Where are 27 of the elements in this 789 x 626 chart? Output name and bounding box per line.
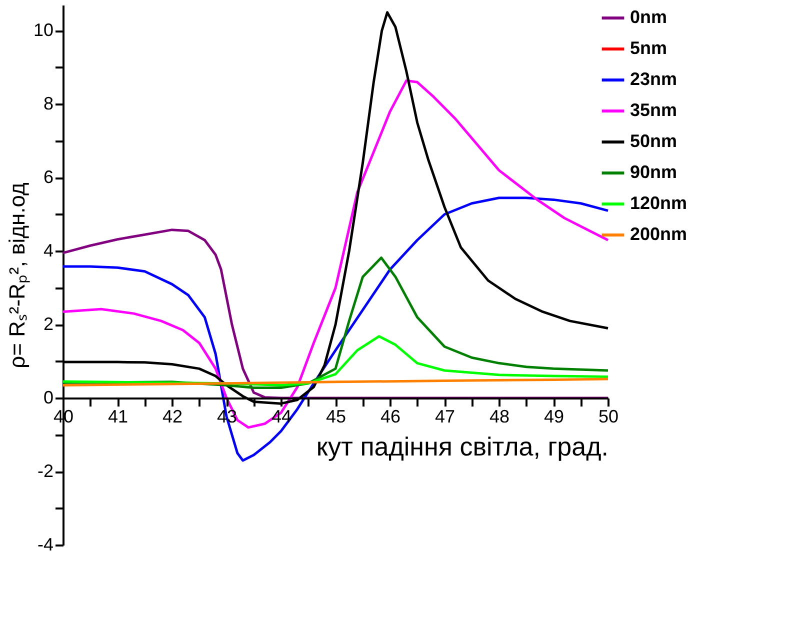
- y-tick-label: -2: [37, 461, 54, 482]
- legend-label: 120nm: [630, 193, 688, 213]
- line-series: [62, 378, 610, 386]
- y-tick-label: 10: [33, 20, 54, 40]
- x-tick-label: 46: [380, 406, 401, 427]
- y-tick-label: 4: [43, 240, 54, 261]
- x-tick-label: 45: [326, 406, 346, 427]
- x-tick-label: 47: [434, 406, 456, 427]
- legend-label: 0nm: [630, 7, 668, 27]
- y-tick-label: 0: [43, 388, 54, 408]
- y-tick-label: 6: [43, 167, 54, 188]
- y-axis-title: ρ= Rₛ²-Rₚ², відн.од: [4, 182, 30, 368]
- x-tick-label: 42: [162, 406, 183, 427]
- y-tick-label: 8: [43, 94, 54, 114]
- x-tick-label: 49: [544, 406, 564, 427]
- x-tick-label: 48: [489, 406, 510, 427]
- x-tick-label: 41: [108, 406, 128, 427]
- y-tick-label: -4: [37, 534, 54, 554]
- legend-label: 50nm: [630, 131, 678, 151]
- legend-label: 90nm: [630, 162, 678, 182]
- legend-label: 200nm: [630, 224, 688, 244]
- legend-label: 5nm: [630, 38, 668, 58]
- x-axis-title: кут падіння світла, град.: [316, 432, 608, 462]
- y-tick-label: 2: [43, 314, 54, 334]
- legend-label: 35nm: [630, 100, 678, 120]
- legend-label: 23nm: [630, 69, 678, 89]
- x-tick-label: 50: [598, 406, 619, 427]
